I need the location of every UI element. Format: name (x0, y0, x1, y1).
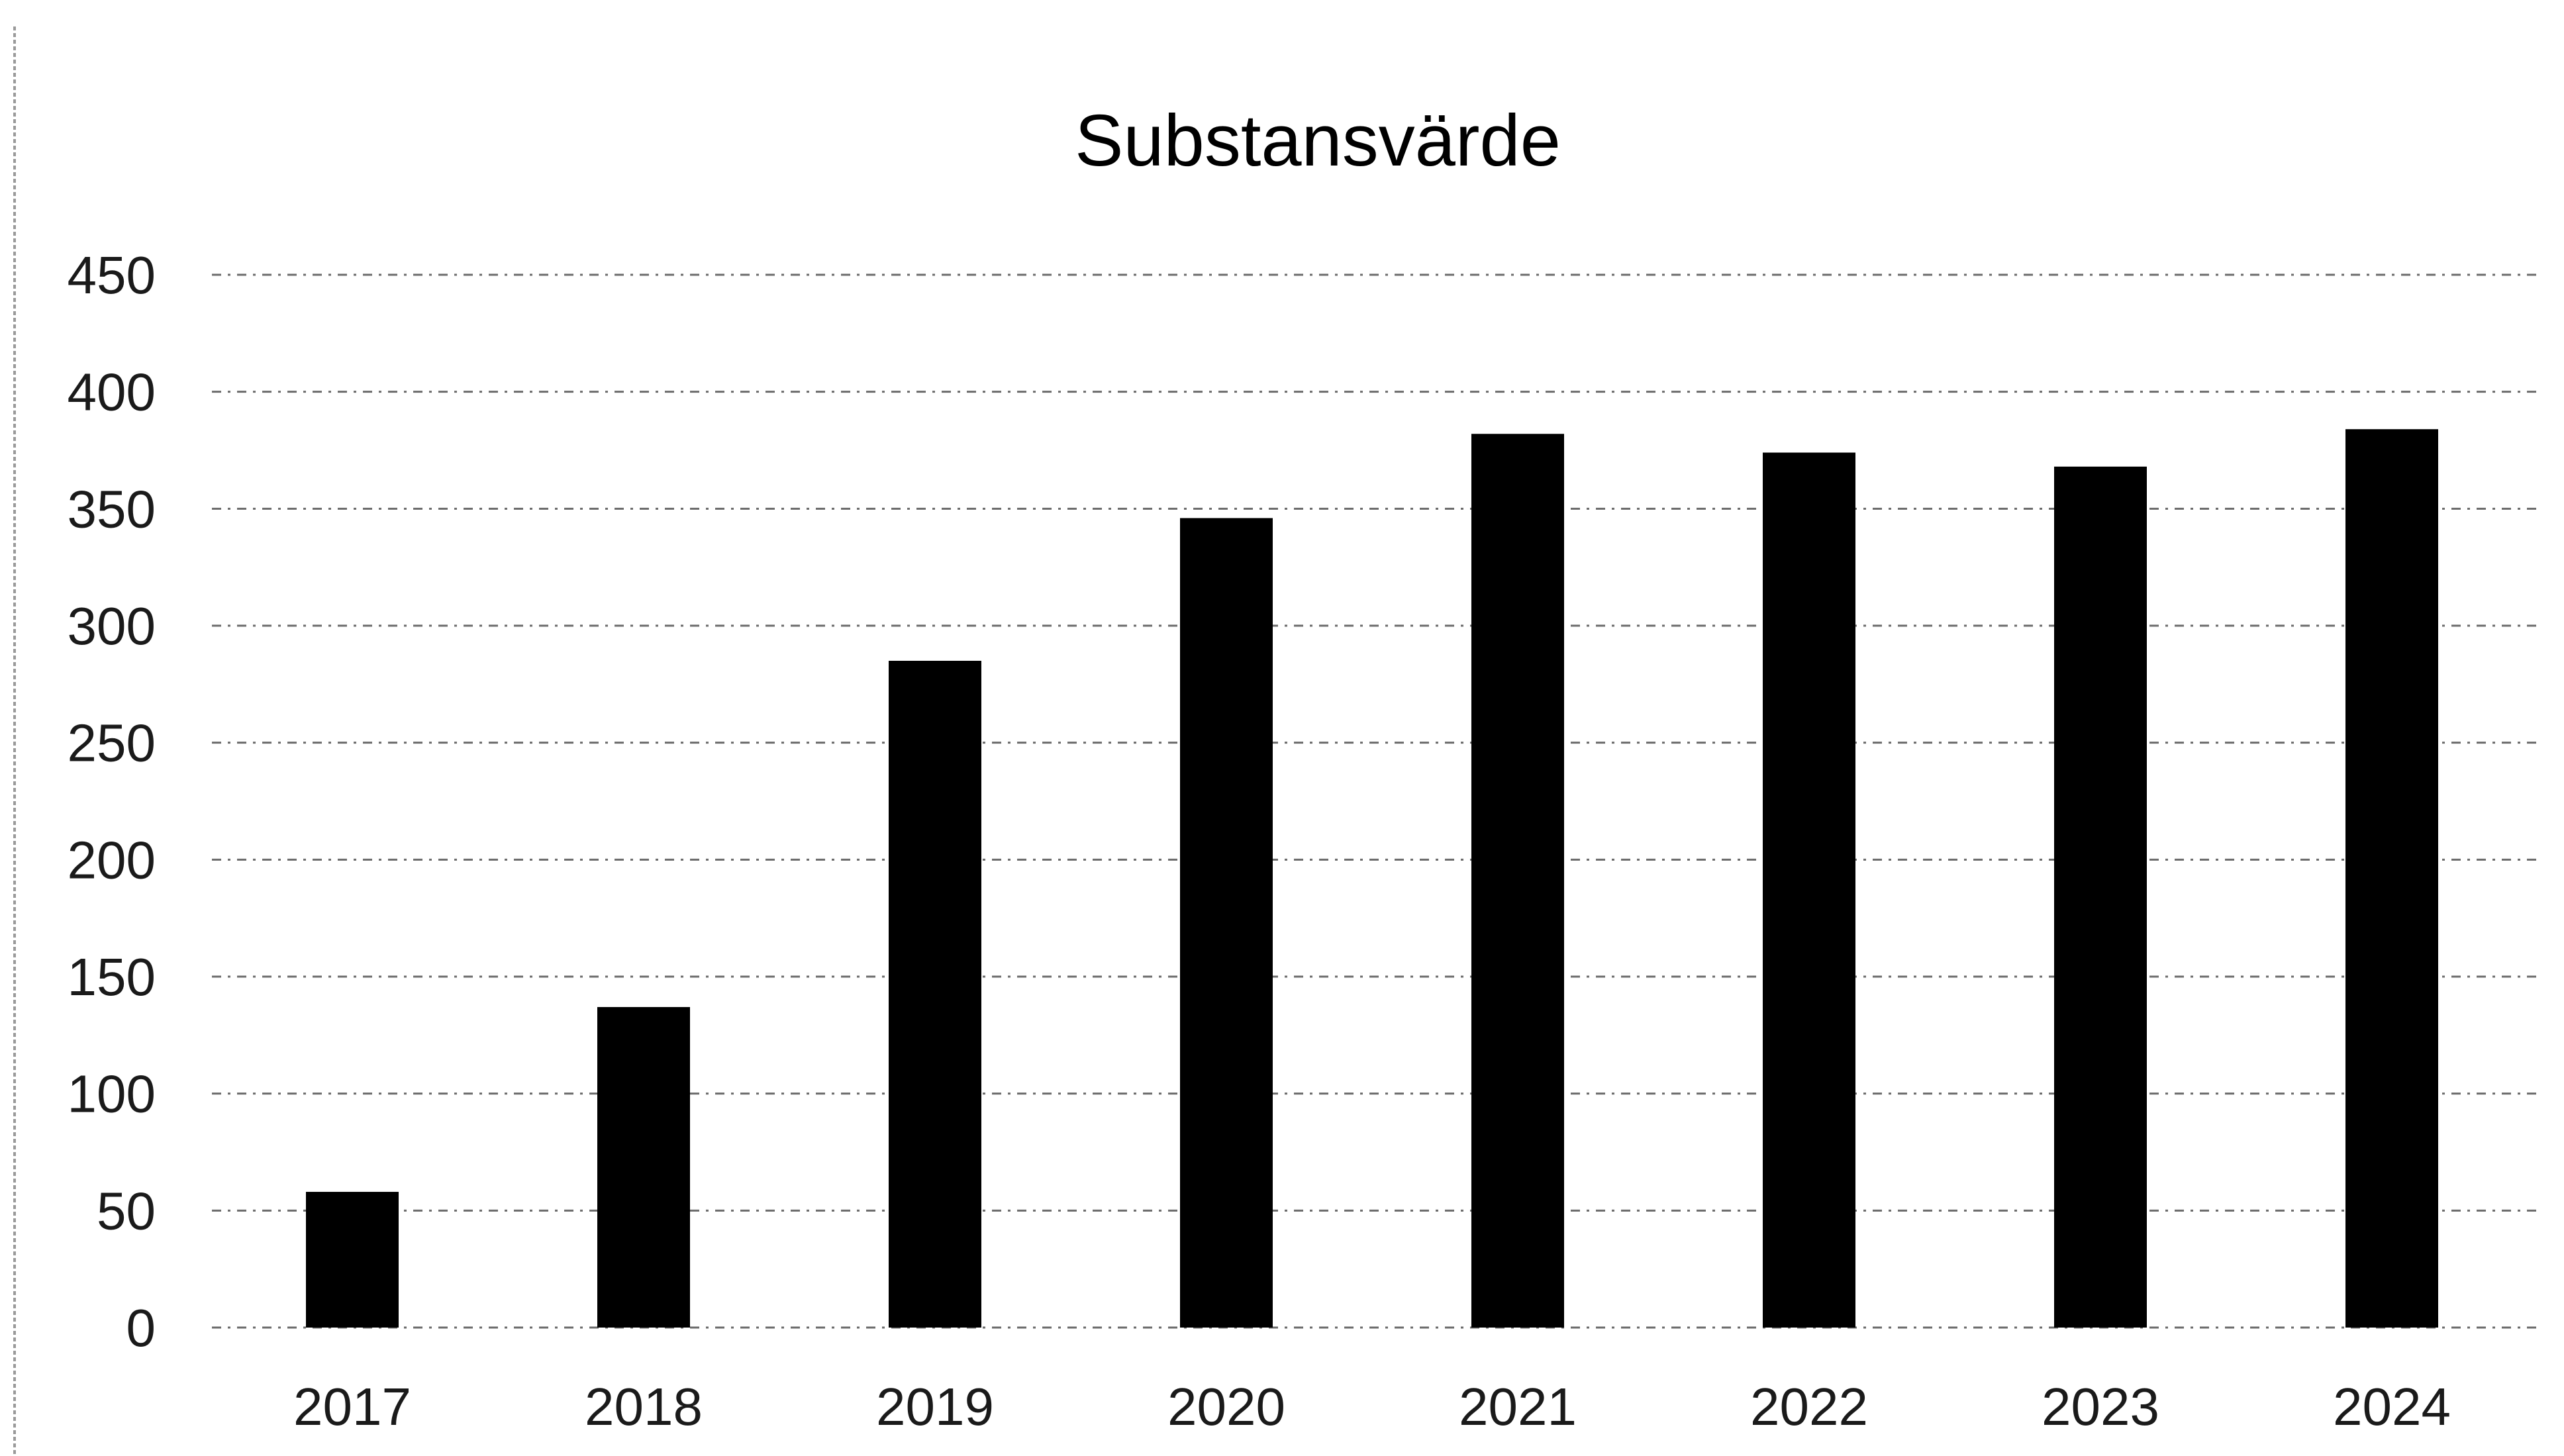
x-tick-label: 2023 (2042, 1377, 2159, 1436)
chart-title: Substansvärde (1075, 100, 1561, 181)
y-tick-label: 200 (68, 830, 156, 889)
x-tick-label: 2017 (293, 1377, 411, 1436)
x-tick-label: 2022 (1750, 1377, 1868, 1436)
y-tick-label: 100 (68, 1065, 156, 1124)
bar-2023 (2054, 466, 2147, 1328)
bar-2022 (1763, 452, 1855, 1328)
bar-2024 (2345, 429, 2438, 1328)
gridlines (212, 273, 2543, 1329)
y-tick-label: 400 (68, 363, 156, 422)
y-tick-label: 50 (97, 1181, 156, 1240)
x-tick-label: 2024 (2333, 1377, 2451, 1436)
x-tick-label: 2018 (585, 1377, 703, 1436)
x-tick-label: 2019 (876, 1377, 994, 1436)
bar-2018 (597, 1006, 690, 1328)
y-axis-tick-labels: 0 50 100 150 200 250 300 350 400 450 (68, 246, 156, 1357)
y-tick-label: 450 (68, 246, 156, 305)
bars (306, 429, 2438, 1328)
y-tick-label: 250 (68, 714, 156, 773)
bar-2021 (1471, 434, 1564, 1328)
y-tick-label: 300 (68, 597, 156, 655)
y-tick-label: 150 (68, 947, 156, 1006)
bar-2020 (1180, 518, 1273, 1328)
x-axis-tick-labels: 2017 2018 2019 2020 2021 2022 2023 2024 (293, 1377, 2451, 1436)
y-tick-label: 0 (126, 1298, 156, 1357)
y-tick-label: 350 (68, 479, 156, 538)
x-tick-label: 2020 (1167, 1377, 1285, 1436)
x-tick-label: 2021 (1459, 1377, 1577, 1436)
bar-2017 (306, 1192, 399, 1328)
bar-2019 (889, 661, 981, 1328)
